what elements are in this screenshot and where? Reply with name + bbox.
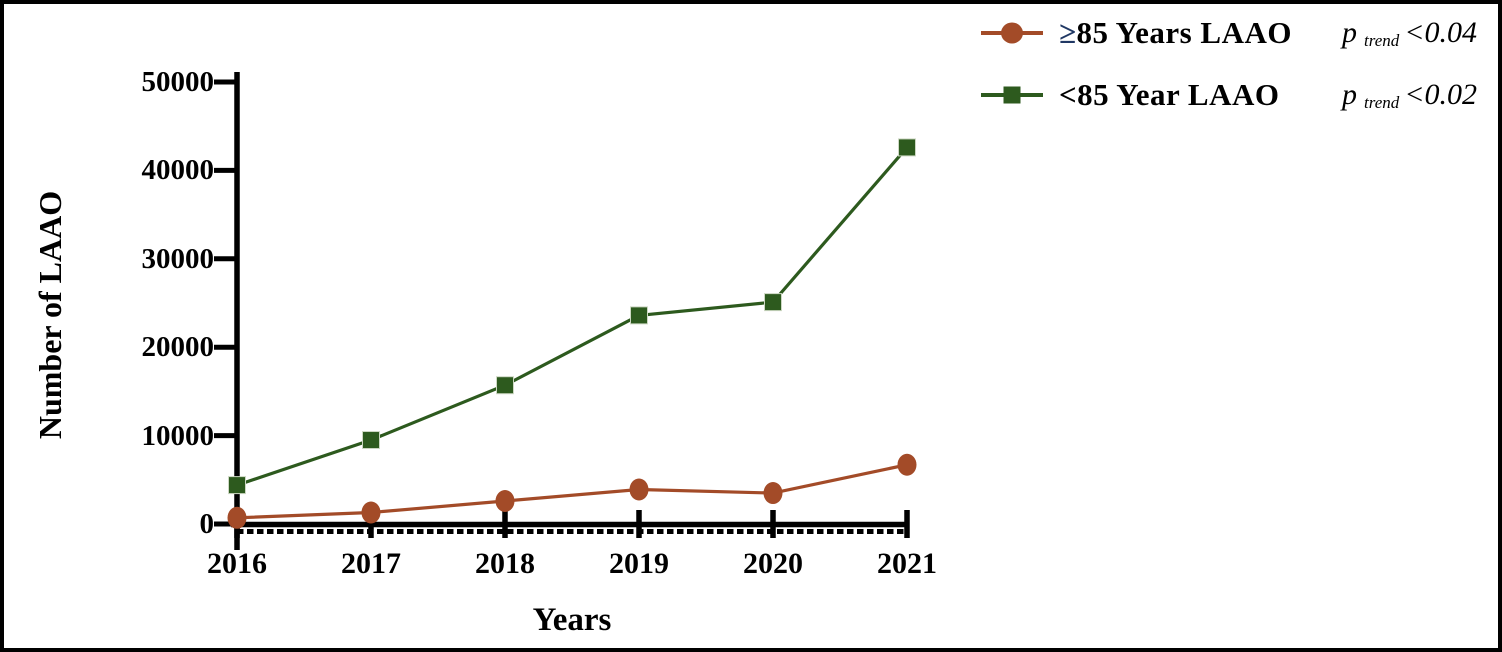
- p-value: <0.04: [1404, 16, 1478, 49]
- legend-item-ge85: ≥85 Years LAAO p trend <0.04: [4, 11, 1498, 55]
- p-value: <0.02: [1404, 78, 1478, 111]
- y-tick-label: 10000: [141, 419, 215, 452]
- p-subscript: trend: [1364, 93, 1400, 112]
- legend-label-ge85: ≥85 Years LAAO: [1059, 11, 1292, 55]
- data-point-square: [362, 431, 380, 450]
- data-point-square: [898, 138, 916, 157]
- p-subscript: trend: [1364, 31, 1400, 50]
- legend-label-text: 85 Years LAAO: [1076, 15, 1292, 50]
- legend-item-lt85: <85 Year LAAO p trend <0.02: [4, 73, 1498, 117]
- y-tick-label: 40000: [141, 154, 215, 187]
- legend-marker-square: [1003, 86, 1021, 104]
- legend-marker-circle: [1001, 22, 1023, 44]
- p-symbol: p: [1342, 78, 1357, 111]
- data-point-square: [764, 293, 782, 312]
- series-line-1: [236, 146, 909, 487]
- legend-label-text: 85 Year LAAO: [1077, 77, 1280, 112]
- legend-label-lt85: <85 Year LAAO: [1059, 73, 1280, 117]
- x-axis-title: Years: [532, 602, 612, 638]
- x-tick-label: 2020: [743, 547, 803, 580]
- p-symbol: p: [1342, 16, 1357, 49]
- x-tick-label: 2021: [877, 547, 937, 580]
- series-line-0: [236, 463, 908, 520]
- x-tick-label: 2017: [341, 547, 401, 580]
- data-point-circle: [227, 506, 247, 529]
- x-tick-label: 2018: [475, 547, 535, 580]
- data-point-circle: [763, 482, 783, 505]
- legend-ptrend-lt85: p trend <0.02: [1342, 73, 1477, 121]
- geq-symbol: ≥: [1059, 15, 1077, 50]
- data-point-circle: [361, 501, 381, 524]
- data-point-square: [228, 476, 246, 495]
- y-tick-label: 0: [199, 508, 215, 540]
- x-tick-label: 2019: [609, 547, 669, 580]
- y-tick-label: 50000: [141, 66, 215, 98]
- y-tick-label: 30000: [141, 242, 215, 275]
- y-tick-label: 20000: [141, 331, 215, 364]
- data-point-circle: [897, 453, 917, 476]
- data-point-circle: [629, 478, 649, 501]
- lt-symbol: <: [1059, 77, 1078, 112]
- data-point-circle: [495, 490, 515, 513]
- legend-ptrend-ge85: p trend <0.04: [1342, 11, 1477, 59]
- data-point-square: [496, 376, 514, 395]
- x-tick-label: 2016: [207, 547, 267, 580]
- chart-canvas: [214, 22, 1043, 550]
- data-point-square: [630, 306, 648, 325]
